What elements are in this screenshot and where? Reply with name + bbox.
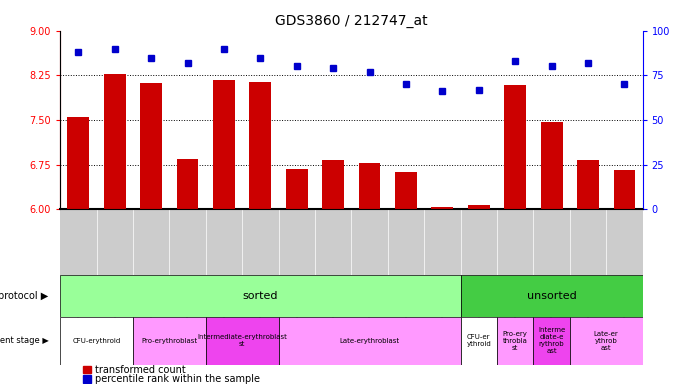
Text: unsorted: unsorted	[527, 291, 576, 301]
Bar	[249, 82, 272, 209]
Text: protocol ▶: protocol ▶	[0, 291, 48, 301]
Bar	[206, 317, 278, 365]
Text: Late-erythroblast: Late-erythroblast	[339, 338, 399, 344]
Bar	[468, 205, 490, 209]
Text: percentile rank within the sample: percentile rank within the sample	[95, 374, 261, 384]
Bar	[213, 79, 235, 209]
Bar	[461, 275, 643, 317]
Bar	[278, 317, 461, 365]
Text: development stage ▶: development stage ▶	[0, 336, 48, 345]
Bar	[68, 117, 89, 209]
Bar	[83, 376, 91, 383]
Text: Intermediate-erythroblast
st: Intermediate-erythroblast st	[197, 334, 287, 347]
Bar	[60, 317, 133, 365]
Text: CFU-er
ythroid: CFU-er ythroid	[466, 334, 491, 347]
Bar	[577, 160, 599, 209]
Bar	[286, 169, 307, 209]
Bar	[60, 275, 461, 317]
Bar	[614, 170, 635, 209]
Bar	[133, 317, 206, 365]
Title: GDS3860 / 212747_at: GDS3860 / 212747_at	[275, 14, 428, 28]
Bar	[504, 86, 526, 209]
Bar	[431, 207, 453, 209]
Text: CFU-erythroid: CFU-erythroid	[73, 338, 121, 344]
Text: Interme
diate-e
rythrob
ast: Interme diate-e rythrob ast	[538, 327, 565, 354]
Text: Pro-erythroblast: Pro-erythroblast	[141, 338, 198, 344]
Text: transformed count: transformed count	[95, 364, 186, 375]
Bar	[570, 317, 643, 365]
Bar	[540, 122, 562, 209]
Bar	[177, 159, 198, 209]
Bar	[461, 317, 497, 365]
Text: Late-er
ythrob
ast: Late-er ythrob ast	[594, 331, 618, 351]
Bar	[497, 317, 533, 365]
Bar	[104, 74, 126, 209]
Bar	[395, 172, 417, 209]
Bar	[140, 83, 162, 209]
Bar	[322, 160, 344, 209]
Bar	[533, 317, 570, 365]
Text: sorted: sorted	[243, 291, 278, 301]
Bar	[83, 366, 91, 373]
Text: Pro-ery
throbla
st: Pro-ery throbla st	[503, 331, 528, 351]
Bar	[359, 163, 381, 209]
